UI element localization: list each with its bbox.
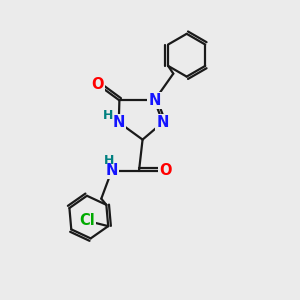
Text: N: N (112, 115, 125, 130)
Text: Cl: Cl (79, 213, 95, 228)
Text: H: H (104, 154, 115, 167)
Text: H: H (103, 109, 114, 122)
Text: N: N (106, 163, 118, 178)
Text: O: O (160, 163, 172, 178)
Text: N: N (148, 93, 160, 108)
Text: O: O (91, 76, 103, 92)
Text: N: N (157, 115, 169, 130)
